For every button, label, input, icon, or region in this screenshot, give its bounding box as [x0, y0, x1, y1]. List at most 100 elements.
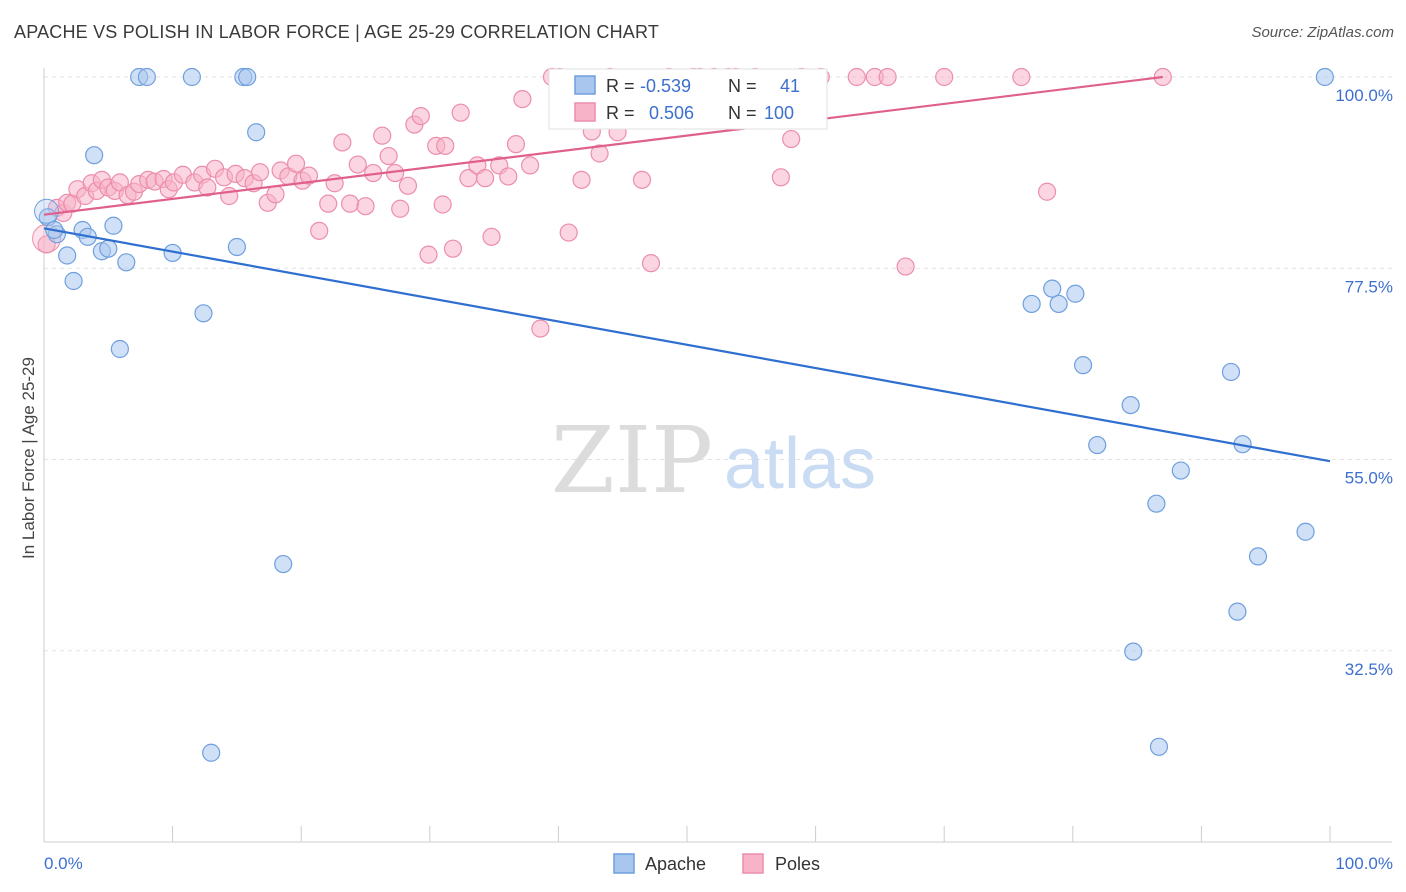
poles-point	[333, 133, 352, 152]
poles-trend-line	[43, 75, 1163, 216]
poles-r-label: R =	[606, 103, 635, 123]
poles-point	[299, 166, 319, 185]
apache-point	[64, 271, 83, 291]
poles-point	[319, 194, 338, 213]
poles-point	[896, 257, 915, 276]
x-tick-labels: 0.0% 100.0%	[44, 854, 1393, 873]
poles-point	[310, 221, 329, 240]
poles-point	[198, 178, 217, 197]
apache-point	[1147, 494, 1166, 513]
apache-r-label: R =	[606, 76, 635, 96]
trend-lines	[43, 75, 1331, 463]
axes	[43, 68, 1392, 843]
legend-apache-swatch	[613, 853, 635, 874]
apache-point	[1088, 435, 1107, 455]
poles-point	[433, 195, 452, 214]
y-tick-label: 32.5%	[1345, 660, 1393, 679]
apache-point	[227, 237, 246, 257]
y-tick-label: 77.5%	[1345, 277, 1393, 296]
watermark-zip: ZIP	[551, 407, 713, 514]
apache-point	[99, 239, 118, 258]
poles-r-value: 0.506	[649, 103, 694, 123]
bottom-legend: Apache Poles	[613, 853, 820, 874]
apache-point	[202, 743, 221, 762]
apache-point	[1171, 461, 1190, 480]
poles-point	[286, 154, 306, 173]
legend-poles-swatch	[742, 853, 764, 874]
x-tick-label: 100.0%	[1335, 854, 1393, 873]
poles-points	[32, 67, 1172, 338]
apache-trend-line	[43, 227, 1331, 463]
poles-point	[782, 129, 801, 149]
poles-point	[411, 106, 430, 126]
apache-point	[238, 67, 257, 87]
apache-swatch	[574, 75, 596, 95]
poles-point	[521, 156, 540, 175]
poles-point	[1037, 182, 1057, 201]
poles-point	[878, 67, 897, 87]
poles-point	[340, 194, 360, 213]
apache-point	[1066, 284, 1085, 303]
apache-point	[1221, 362, 1241, 382]
apache-point	[1073, 356, 1093, 375]
poles-point	[250, 163, 270, 182]
watermark: ZIP atlas	[551, 407, 876, 514]
poles-point	[436, 136, 455, 155]
poles-point	[559, 223, 578, 242]
apache-point	[194, 304, 213, 323]
apache-n-value: 41	[780, 76, 800, 96]
poles-point	[348, 155, 367, 174]
poles-point	[443, 239, 463, 258]
apache-point	[85, 146, 104, 165]
poles-point	[572, 170, 591, 189]
y-tick-labels: 100.0% 77.5% 55.0% 32.5%	[1335, 86, 1393, 679]
legend-poles-label: Poles	[775, 854, 820, 874]
y-tick-label: 100.0%	[1335, 86, 1393, 105]
watermark-atlas: atlas	[724, 424, 876, 504]
poles-point	[356, 197, 375, 216]
apache-point	[1248, 547, 1268, 566]
apache-point	[104, 216, 123, 235]
apache-point	[110, 339, 129, 359]
apache-point	[137, 67, 156, 87]
apache-n-label: N =	[728, 76, 757, 96]
apache-point	[58, 246, 77, 265]
apache-point	[1228, 602, 1247, 621]
apache-point	[274, 554, 293, 574]
poles-point	[1012, 67, 1031, 87]
poles-point	[482, 227, 501, 246]
poles-point	[590, 144, 609, 163]
poles-point	[771, 168, 790, 187]
y-axis-label: In Labor Force | Age 25-29	[19, 357, 38, 559]
poles-point	[391, 199, 410, 218]
poles-point	[513, 89, 532, 109]
apache-point	[1049, 294, 1068, 314]
poles-n-value: 100	[764, 103, 794, 123]
apache-point	[1043, 279, 1062, 298]
apache-point	[34, 198, 60, 224]
apache-point	[1296, 522, 1315, 541]
poles-point	[398, 176, 418, 195]
poles-point	[220, 186, 239, 206]
poles-point	[451, 103, 470, 122]
source-label: Source: ZipAtlas.com	[1251, 24, 1394, 41]
poles-point	[419, 245, 438, 264]
apache-point	[1121, 396, 1140, 415]
apache-point	[1315, 67, 1334, 87]
poles-n-label: N =	[728, 103, 757, 123]
y-tick-label: 55.0%	[1345, 469, 1393, 488]
apache-point	[1149, 737, 1169, 756]
x-tick-label: 0.0%	[44, 854, 83, 873]
poles-point	[499, 167, 518, 186]
apache-point	[117, 253, 136, 272]
poles-point	[641, 254, 661, 273]
poles-point	[632, 170, 652, 189]
grid-lines	[44, 76, 1392, 652]
poles-point	[506, 135, 526, 154]
apache-point	[1022, 294, 1041, 314]
apache-point	[182, 67, 201, 87]
apache-r-value: -0.539	[640, 76, 691, 96]
apache-point	[247, 123, 266, 142]
poles-point	[266, 185, 285, 204]
